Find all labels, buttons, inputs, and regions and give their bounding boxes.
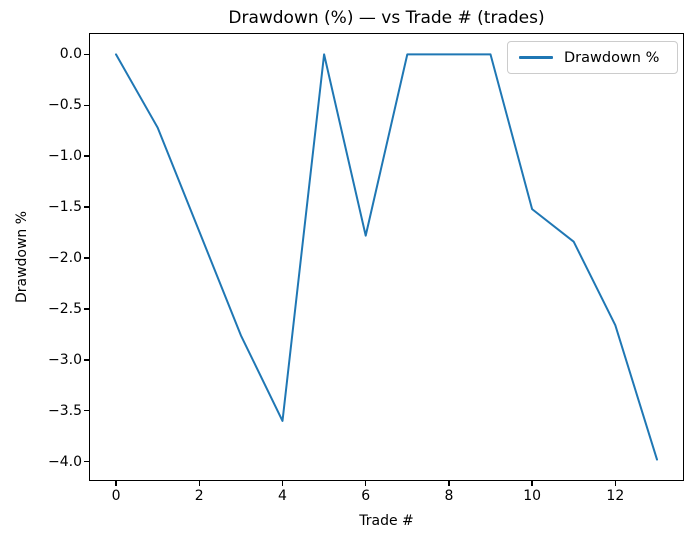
y-tick-mark (83, 460, 89, 463)
x-tick-label: 8 (444, 488, 454, 504)
x-tick-label: 2 (194, 488, 204, 504)
y-tick-label: −1.5 (48, 199, 82, 216)
y-tick-mark (83, 155, 89, 157)
y-tick-mark (83, 359, 89, 361)
y-tick-mark (83, 104, 89, 107)
x-tick-mark (115, 481, 117, 486)
y-tick-label: −3.0 (48, 351, 82, 368)
chart-title: Drawdown (%) — vs Trade # (trades) (228, 8, 545, 28)
legend-line-sample-icon (519, 56, 553, 59)
x-tick-label: 6 (361, 488, 371, 504)
y-tick-label: −3.5 (48, 402, 82, 419)
x-axis-label: Trade # (359, 513, 414, 529)
legend: Drawdown % (507, 41, 678, 74)
y-axis-label: Drawdown % (14, 210, 30, 304)
x-tick-mark (364, 481, 367, 486)
plot-area (89, 33, 684, 481)
y-tick-mark (83, 257, 89, 259)
y-tick-label: −4.0 (48, 453, 82, 470)
x-tick-mark (448, 481, 450, 486)
y-tick-label: −1.0 (48, 148, 82, 165)
x-tick-label: 10 (523, 488, 542, 504)
y-tick-label: −2.0 (48, 250, 82, 267)
x-tick-label: 4 (278, 488, 287, 504)
legend-entry-label: Drawdown % (564, 49, 660, 66)
y-tick-label: −2.5 (48, 300, 82, 317)
y-tick-mark (83, 206, 89, 208)
x-tick-label: 12 (606, 488, 625, 504)
y-tick-mark (83, 409, 89, 412)
y-tick-label: −0.5 (48, 97, 82, 114)
y-tick-mark (83, 53, 89, 56)
x-tick-mark (614, 481, 617, 486)
x-tick-mark (531, 481, 533, 486)
x-tick-mark (281, 481, 284, 486)
y-tick-mark (83, 308, 89, 310)
x-tick-mark (198, 481, 200, 486)
x-tick-label: 0 (111, 488, 121, 504)
y-tick-label: 0.0 (59, 46, 82, 63)
